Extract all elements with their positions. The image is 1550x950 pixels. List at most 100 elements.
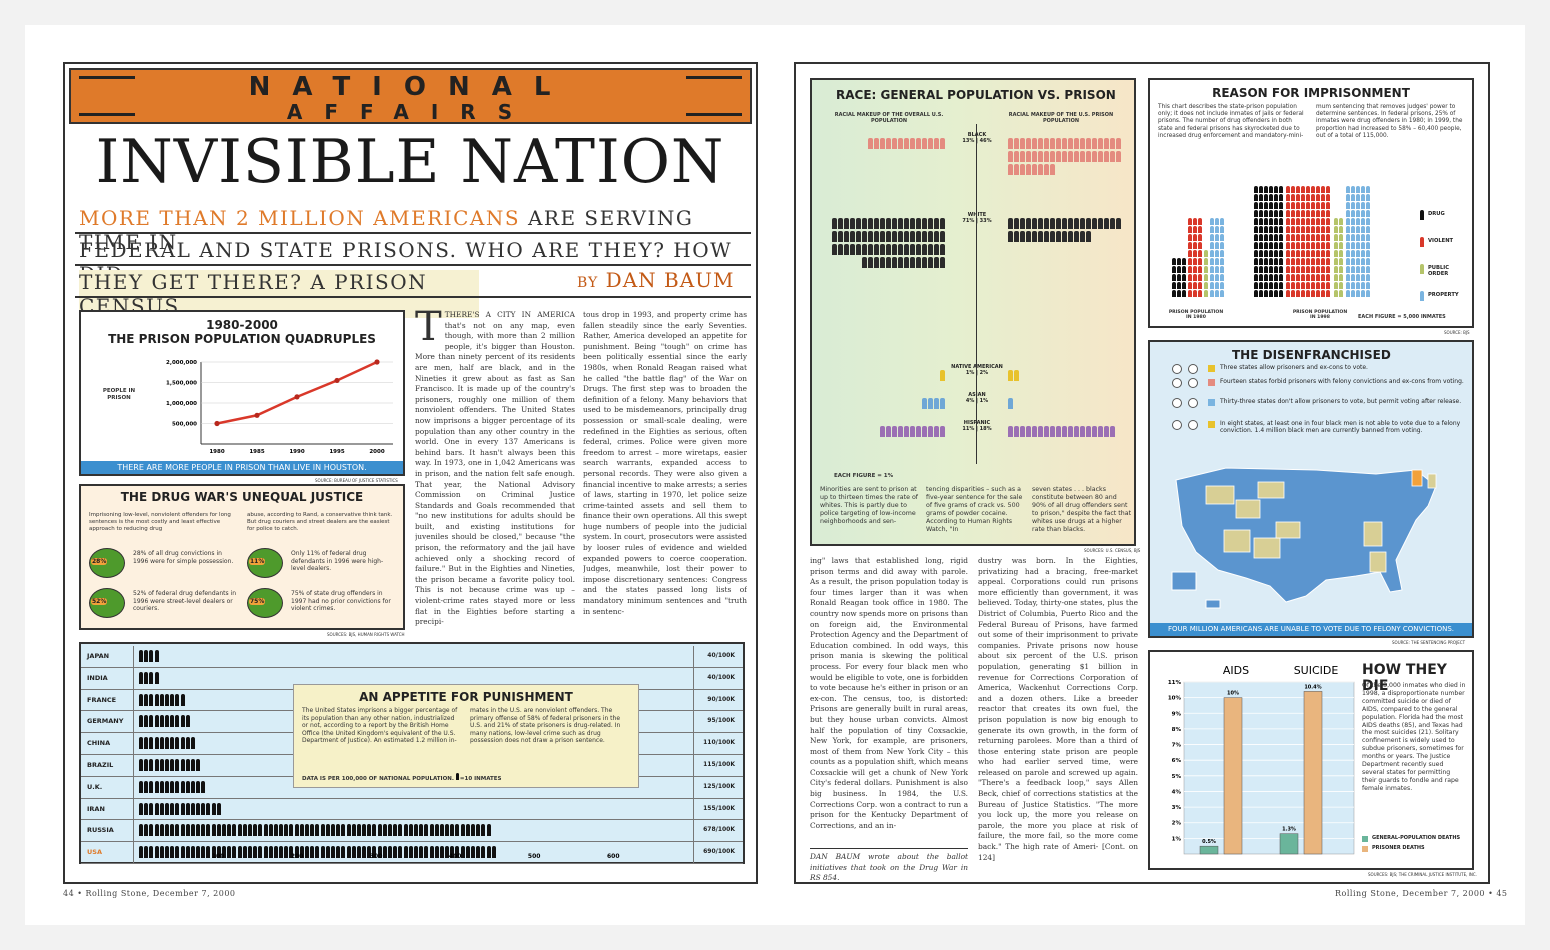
inmate-figure-icon xyxy=(175,846,180,859)
inmate-figure-icon xyxy=(1198,290,1202,297)
inmate-figure-icon xyxy=(1182,274,1186,281)
deck-rule-1 xyxy=(75,232,751,234)
prisoner-figure-icon xyxy=(1056,218,1061,229)
left-folio: 44 • Rolling Stone, December 7, 2000 xyxy=(63,889,236,898)
person-figure-icon xyxy=(916,257,921,268)
state-shape xyxy=(1369,551,1387,573)
prisoner-figure-icon xyxy=(1026,231,1031,242)
inmate-figure-icon xyxy=(1254,186,1258,193)
bar-value-label: 10.4% xyxy=(1304,684,1321,690)
legend-swatch xyxy=(1362,836,1368,842)
person-figure-icon xyxy=(934,398,939,409)
inmate-figure-icon xyxy=(1269,266,1273,273)
inmate-figure-icon xyxy=(1316,194,1320,201)
inmate-figure-icon xyxy=(1366,218,1370,225)
inmate-figure-icon xyxy=(1279,282,1283,289)
inmate-figure-icon xyxy=(1301,194,1305,201)
inmate-figure-icon xyxy=(149,650,154,662)
inmate-figure-icon xyxy=(1286,234,1290,241)
prisoner-figure-icon xyxy=(1056,231,1061,242)
prisoner-figure-icon xyxy=(1092,426,1097,437)
inmate-figure-icon xyxy=(1259,266,1263,273)
inmate-figure-icon xyxy=(1279,202,1283,209)
inmate-figure-icon xyxy=(445,824,450,837)
inmate-figure-icon xyxy=(424,824,429,837)
inmate-figure-icon xyxy=(1346,194,1350,201)
appetite-row: RUSSIA 678/100K xyxy=(81,820,743,843)
inmate-figure-icon xyxy=(491,846,496,859)
inmate-figure-icon xyxy=(393,846,398,859)
row-divider xyxy=(133,820,134,842)
inmate-figure-icon xyxy=(1306,226,1310,233)
inmate-figure-icon xyxy=(1346,226,1350,233)
inmate-figure-icon xyxy=(1361,274,1365,281)
inmate-figure-icon xyxy=(164,846,169,859)
inmate-figure-icon xyxy=(190,780,195,793)
inmate-figure-icon xyxy=(486,846,491,859)
person-figure-icon xyxy=(898,257,903,268)
inmate-figure-icon xyxy=(1220,290,1224,297)
inmate-figure-icon xyxy=(273,846,278,859)
inmate-figure-icon xyxy=(1321,226,1325,233)
state-shape xyxy=(1363,521,1383,547)
deck-rule-2 xyxy=(75,264,751,266)
inmate-figure-icon xyxy=(388,846,392,859)
inmate-figure-icon xyxy=(1356,210,1360,217)
inmate-figure-icon xyxy=(299,824,304,837)
inmate-figure-icon xyxy=(336,824,341,837)
person-figure-icon xyxy=(886,138,891,149)
inmate-figure-icon xyxy=(1269,226,1273,233)
inmate-figure-icon xyxy=(175,693,180,706)
inmate-figure-icon xyxy=(159,824,164,837)
disenfranchised-source: SOURCE: THE SENTENCING PROJECT xyxy=(1392,640,1466,645)
inmate-figure-icon xyxy=(1356,242,1360,249)
person-figure-icon xyxy=(892,257,897,268)
inmate-figure-icon xyxy=(1366,282,1370,289)
reason-each-note: EACH FIGURE = 5,000 INMATES xyxy=(1358,314,1446,320)
prisoner-figure-icon xyxy=(1020,164,1025,175)
inmate-figure-icon xyxy=(434,824,439,837)
inmate-figure-icon xyxy=(1259,210,1263,217)
inmate-figure-icon xyxy=(1301,266,1305,273)
disenfranchised-box: THE DISENFRANCHISED Three states allow p… xyxy=(1148,340,1474,638)
drug-item-text: 52% of federal drug defendants in 1996 w… xyxy=(133,590,236,613)
inmate-figure-icon xyxy=(1215,226,1219,233)
inmate-figure-icon xyxy=(382,846,387,859)
inmate-figure-icon xyxy=(1366,210,1370,217)
inmate-figure-icon xyxy=(1334,242,1338,249)
person-figure-icon xyxy=(886,426,891,437)
right-folio: Rolling Stone, December 7, 2000 • 45 xyxy=(1335,889,1508,898)
person-figure-icon xyxy=(856,218,861,229)
inmate-figure-icon xyxy=(1311,186,1315,193)
inmate-figure-icon xyxy=(1259,194,1263,201)
inmate-figure-icon xyxy=(330,824,335,837)
inmate-figure-icon xyxy=(159,715,164,728)
inmate-figure-icon xyxy=(1339,234,1343,241)
row-divider xyxy=(693,689,694,711)
inmate-figure-icon xyxy=(1254,194,1258,201)
state-shape xyxy=(1223,529,1251,553)
inmate-figures xyxy=(139,780,206,794)
person-figure-icon xyxy=(916,138,921,149)
inmate-figure-icon xyxy=(175,737,180,750)
inmate-figure-icon xyxy=(1259,274,1263,281)
person-figure-icon xyxy=(940,244,945,255)
author-note-rule xyxy=(810,848,968,849)
person-figure-icon xyxy=(928,426,933,437)
inmate-figure-icon xyxy=(1301,250,1305,257)
inmate-figure-icon xyxy=(1269,250,1273,257)
prisoner-figure-icon xyxy=(1050,138,1055,149)
inmate-figure-icon xyxy=(1334,226,1338,233)
disenfranchised-item-text: Fourteen states forbid prisoners with fe… xyxy=(1220,378,1464,385)
person-figure-icon xyxy=(934,244,939,255)
person-figure-icon xyxy=(916,218,921,229)
appetite-row: U.K. 125/100K xyxy=(81,776,743,799)
inmate-figure-icon xyxy=(284,824,289,837)
body-column-2: tous drop in 1993, and property crime ha… xyxy=(583,310,747,616)
person-figure-icon xyxy=(922,218,927,229)
inmate-figure-icon xyxy=(175,780,180,793)
deck-line1-rest: ARE SERVING TIME IN xyxy=(79,206,694,254)
inmate-figure-icon xyxy=(1361,234,1365,241)
prisoner-figure-icon xyxy=(1098,426,1103,437)
inmate-figure-icon xyxy=(180,780,185,793)
